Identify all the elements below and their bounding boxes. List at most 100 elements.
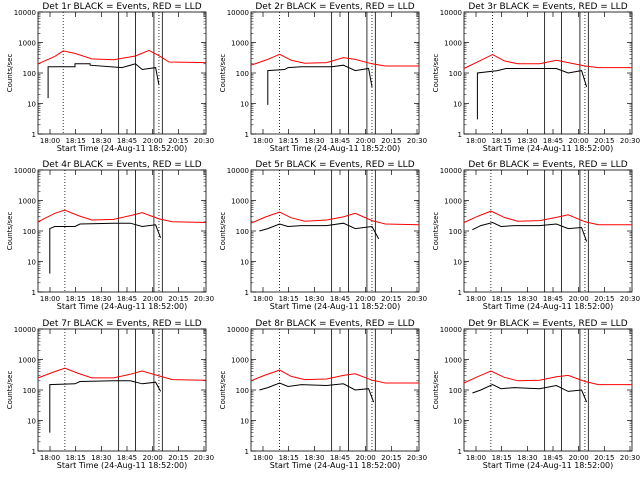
y-tick-label: 1000 (18, 198, 36, 206)
y-axis-label: Counts/sec (6, 212, 14, 251)
y-tick-label: 1000 (231, 40, 249, 48)
x-tick-label: 20:00 (143, 454, 163, 462)
x-tick-label: 18:45 (543, 137, 563, 145)
x-tick-label: 20:15 (168, 137, 188, 145)
x-tick-label: 18:15 (279, 454, 299, 462)
x-axis-label: Start Time (24-Aug-11 18:52:00) (270, 461, 401, 470)
x-tick-label: 18:15 (492, 137, 512, 145)
x-tick-label: 18:45 (330, 137, 350, 145)
x-tick-label: 20:00 (356, 454, 376, 462)
x-tick-label: 18:00 (466, 454, 486, 462)
y-tick-label: 100 (23, 387, 36, 395)
x-tick-label: 20:00 (569, 295, 589, 303)
y-tick-label: 10000 (440, 9, 462, 17)
y-tick-label: 10000 (440, 326, 462, 334)
x-tick-label: 18:30 (304, 454, 324, 462)
plot-frame (250, 11, 420, 135)
y-tick-label: 1000 (444, 198, 462, 206)
x-tick-label: 18:15 (279, 137, 299, 145)
lld-series-line (250, 369, 419, 384)
y-tick-label: 10000 (227, 9, 249, 17)
y-axis-label: Counts/sec (432, 212, 440, 251)
y-tick-label: 100 (449, 70, 462, 78)
y-tick-label: 1 (458, 448, 462, 456)
x-tick-label: 18:00 (40, 137, 60, 145)
events-series-line (259, 222, 380, 240)
y-tick-label: 1 (32, 448, 36, 456)
panel-title: Det 5r BLACK = Events, RED = LLD (255, 160, 414, 170)
x-tick-label: 20:15 (168, 454, 188, 462)
y-tick-label: 10000 (440, 167, 462, 175)
x-tick-label: 20:00 (143, 137, 163, 145)
x-tick-label: 20:30 (620, 137, 640, 145)
panel-4: Det 4r BLACK = Events, RED = LLD 1 10 100 10… (6, 160, 214, 311)
y-tick-label: 10 (240, 101, 249, 109)
y-tick-label: 1000 (231, 357, 249, 365)
y-tick-label: 10 (453, 418, 462, 426)
x-tick-label: 18:30 (91, 454, 111, 462)
panel-2: Det 2r BLACK = Events, RED = LLD 1 10 100 10… (219, 2, 427, 153)
y-tick-label: 100 (449, 228, 462, 236)
x-tick-label: 20:30 (194, 454, 214, 462)
x-tick-label: 18:45 (330, 454, 350, 462)
panel-title: Det 1r BLACK = Events, RED = LLD (42, 2, 201, 12)
y-axis-label: Counts/sec (219, 371, 227, 410)
x-tick-label: 20:00 (356, 137, 376, 145)
x-axis-label: Start Time (24-Aug-11 18:52:00) (483, 461, 614, 470)
x-tick-label: 18:45 (117, 295, 137, 303)
y-tick-label: 1 (32, 289, 36, 297)
y-tick-label: 100 (236, 70, 249, 78)
events-series-line (476, 68, 588, 120)
x-tick-label: 18:15 (279, 295, 299, 303)
y-axis-label: Counts/sec (6, 371, 14, 410)
y-tick-label: 10000 (227, 326, 249, 334)
panel-9: Det 9r BLACK = Events, RED = LLD 1 10 100 10… (432, 319, 640, 470)
events-series-line (472, 221, 588, 242)
y-tick-label: 1 (458, 131, 462, 139)
y-tick-label: 10 (27, 101, 36, 109)
y-tick-label: 10 (27, 418, 36, 426)
x-tick-label: 18:15 (66, 454, 86, 462)
x-tick-label: 18:45 (117, 137, 137, 145)
x-tick-label: 20:30 (407, 295, 427, 303)
x-tick-label: 20:00 (569, 137, 589, 145)
x-tick-label: 18:30 (517, 137, 537, 145)
x-tick-label: 20:15 (381, 454, 401, 462)
y-tick-label: 10000 (227, 167, 249, 175)
y-axis-label: Counts/sec (219, 212, 227, 251)
events-series-line (259, 382, 375, 403)
x-axis-label: Start Time (24-Aug-11 18:52:00) (270, 302, 401, 311)
plot-frame (37, 169, 207, 293)
lld-series-line (37, 367, 207, 381)
x-axis-label: Start Time (24-Aug-11 18:52:00) (57, 461, 188, 470)
panel-3: Det 3r BLACK = Events, RED = LLD 1 10 100 10… (432, 2, 640, 153)
panel-title: Det 8r BLACK = Events, RED = LLD (255, 319, 414, 329)
x-tick-label: 20:15 (381, 137, 401, 145)
panel-6: Det 6r BLACK = Events, RED = LLD 1 10 100 10… (432, 160, 640, 311)
x-tick-label: 18:45 (543, 454, 563, 462)
panel-1: Det 1r BLACK = Events, RED = LLD 1 10 100 10… (6, 2, 214, 153)
x-axis-label: Start Time (24-Aug-11 18:52:00) (483, 144, 614, 153)
x-tick-label: 20:00 (143, 295, 163, 303)
events-series-line (267, 64, 373, 105)
events-series-line (49, 380, 162, 433)
y-tick-label: 1000 (18, 40, 36, 48)
panel-title: Det 7r BLACK = Events, RED = LLD (42, 319, 201, 329)
x-tick-label: 20:15 (594, 137, 614, 145)
x-tick-label: 18:30 (517, 295, 537, 303)
x-tick-label: 18:45 (117, 454, 137, 462)
y-tick-label: 1000 (444, 357, 462, 365)
y-tick-label: 10 (453, 101, 462, 109)
y-tick-label: 10000 (14, 326, 36, 334)
y-tick-label: 100 (236, 228, 249, 236)
y-tick-label: 1 (245, 289, 249, 297)
x-tick-label: 18:00 (253, 295, 273, 303)
x-tick-label: 20:15 (168, 295, 188, 303)
y-tick-label: 100 (236, 387, 249, 395)
x-tick-label: 18:30 (517, 454, 537, 462)
lld-series-line (250, 53, 419, 67)
x-tick-label: 20:00 (356, 295, 376, 303)
y-axis-label: Counts/sec (432, 54, 440, 93)
y-tick-label: 10 (27, 259, 36, 267)
